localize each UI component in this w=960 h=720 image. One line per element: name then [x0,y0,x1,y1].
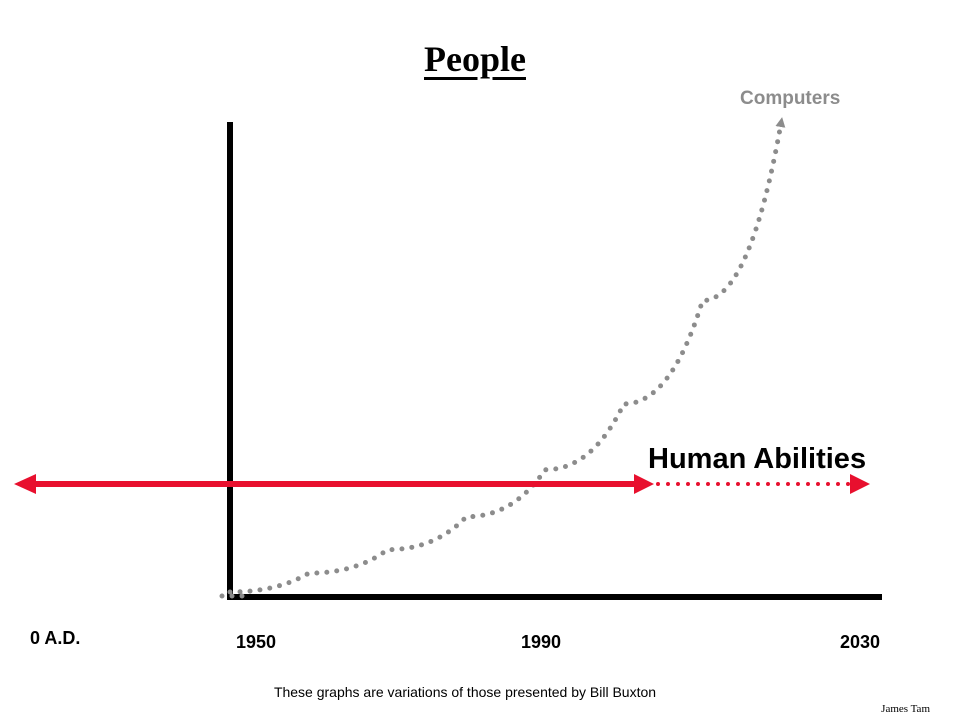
footnote: These graphs are variations of those pre… [273,684,657,700]
author-credit: James Tam [881,703,930,715]
human-abilities-mid-arrowhead [634,474,654,494]
x-tick-label: 1950 [236,632,276,652]
human-abilities-left-arrowhead [14,474,36,494]
x-tick-label: 0 A.D. [30,628,80,648]
human-abilities-series-label: Human Abilities [648,443,866,475]
x-tick-label: 2030 [840,632,880,652]
human-abilities-right-arrowhead [850,474,870,494]
x-tick-label: 1990 [521,632,561,652]
chart-title: People [424,39,526,79]
computers-series-line [227,117,786,595]
computers-series-label: Computers [740,88,840,109]
